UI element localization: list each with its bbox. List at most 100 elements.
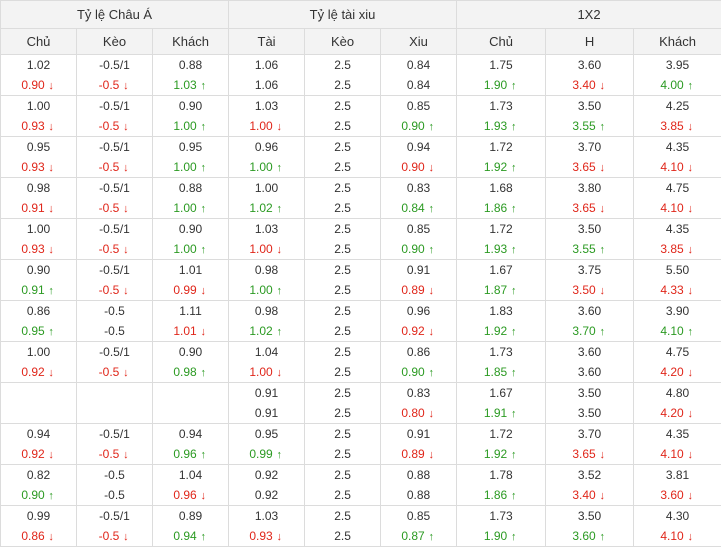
arrow-down-icon: ↓ xyxy=(121,368,130,379)
current-odds-value: 1.06 xyxy=(255,78,278,92)
current-odds: 0.91↑ xyxy=(1,280,76,300)
current-odds-value: 1.92 xyxy=(484,324,507,338)
current-odds: 2.5 xyxy=(305,321,380,341)
arrow-up-icon: ↑ xyxy=(598,532,607,543)
current-odds: 4.10↓ xyxy=(634,526,721,546)
opening-odds: 0.84 xyxy=(381,55,456,75)
current-odds: 1.91↑ xyxy=(457,403,545,423)
arrow-up-icon: ↑ xyxy=(509,204,518,215)
current-odds-value: 0.95 xyxy=(21,324,44,338)
current-odds-value: 2.5 xyxy=(334,529,351,543)
current-odds: 2.5 xyxy=(305,444,380,464)
group-header-over-under: Tỷ lệ tài xiu xyxy=(229,1,457,29)
current-odds: 2.5 xyxy=(305,485,380,505)
opening-odds: 2.5 xyxy=(305,137,380,157)
arrow-up-icon: ↑ xyxy=(598,245,607,256)
arrow-up-icon: ↑ xyxy=(427,122,436,133)
current-odds-value: 3.55 xyxy=(572,119,595,133)
opening-odds: 0.90 xyxy=(153,96,228,116)
opening-odds: 0.82 xyxy=(1,465,76,485)
current-odds: 0.92↓ xyxy=(1,362,76,382)
opening-odds: 4.35 xyxy=(634,219,721,239)
arrow-up-icon: ↑ xyxy=(199,122,208,133)
current-odds: 1.90↑ xyxy=(457,526,545,546)
opening-odds: 2.5 xyxy=(305,383,380,403)
current-odds: 3.85↓ xyxy=(634,239,721,259)
arrow-up-icon: ↑ xyxy=(427,204,436,215)
current-odds-value: 4.10 xyxy=(660,201,683,215)
current-odds: 0.90↑ xyxy=(1,485,76,505)
current-odds: 2.5 xyxy=(305,239,380,259)
arrow-down-icon: ↓ xyxy=(121,286,130,297)
arrow-down-icon: ↓ xyxy=(686,163,695,174)
current-odds: -0.5↓ xyxy=(77,75,152,95)
arrow-down-icon: ↓ xyxy=(121,450,130,461)
arrow-down-icon: ↓ xyxy=(275,368,284,379)
arrow-down-icon: ↓ xyxy=(47,81,56,92)
current-odds: 3.65↓ xyxy=(546,198,633,218)
opening-odds: 4.75 xyxy=(634,178,721,198)
current-odds-value: 1.00 xyxy=(249,283,272,297)
current-odds: 4.33↓ xyxy=(634,280,721,300)
column-header-line: Kèo xyxy=(305,29,381,55)
opening-odds: 3.60 xyxy=(546,301,633,321)
arrow-down-icon: ↓ xyxy=(121,204,130,215)
opening-odds: 1.83 xyxy=(457,301,545,321)
current-odds-value: 3.50 xyxy=(572,283,595,297)
opening-odds: 1.11 xyxy=(153,301,228,321)
current-odds-value: 0.90 xyxy=(21,78,44,92)
column-header-under: Xiu xyxy=(381,29,457,55)
opening-odds: 0.94 xyxy=(153,424,228,444)
current-odds-value: 0.89 xyxy=(401,283,424,297)
current-odds-value: -0.5 xyxy=(99,529,120,543)
opening-odds: 0.85 xyxy=(381,219,456,239)
opening-odds: 1.72 xyxy=(457,219,545,239)
current-odds-value: 1.91 xyxy=(484,406,507,420)
current-odds: 3.55↑ xyxy=(546,239,633,259)
opening-odds: 1.72 xyxy=(457,424,545,444)
odds-cell: -0.5/1-0.5↓ xyxy=(77,424,153,465)
arrow-down-icon: ↓ xyxy=(686,368,695,379)
current-odds: -0.5 xyxy=(77,321,152,341)
current-odds-value: 0.89 xyxy=(401,447,424,461)
current-odds-value: 4.10 xyxy=(660,324,683,338)
opening-odds: 4.80 xyxy=(634,383,721,403)
current-odds: 0.89↓ xyxy=(381,444,456,464)
opening-odds: 0.95 xyxy=(229,424,304,444)
opening-odds: 3.50 xyxy=(546,506,633,526)
current-odds-value: 0.93 xyxy=(249,529,272,543)
current-odds-value: 1.00 xyxy=(173,242,196,256)
current-odds: 0.80↓ xyxy=(381,403,456,423)
odds-cell: -0.5-0.5 xyxy=(77,465,153,506)
opening-odds: 3.90 xyxy=(634,301,721,321)
current-odds: 1.86↑ xyxy=(457,485,545,505)
